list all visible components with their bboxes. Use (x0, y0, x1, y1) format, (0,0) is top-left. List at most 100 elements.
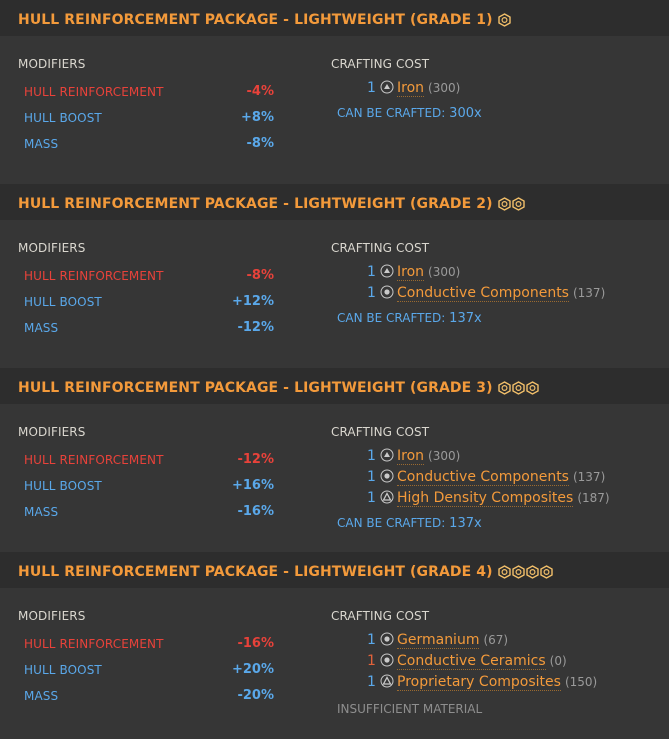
crafting-cost-heading: CRAFTING COST (331, 425, 430, 439)
blueprint-header[interactable]: HULL REINFORCEMENT PACKAGE - LIGHTWEIGHT… (0, 368, 669, 404)
modifier-value: -16% (237, 636, 274, 651)
modifier-value: +16% (231, 478, 274, 493)
grade-icon (525, 565, 539, 583)
modifier-name: HULL BOOST (24, 111, 102, 125)
blueprint-header[interactable]: HULL REINFORCEMENT PACKAGE - LIGHTWEIGHT… (0, 184, 669, 220)
raw-material-icon (380, 80, 394, 94)
craft-count: 300x (449, 106, 482, 121)
grade-icon (511, 381, 525, 399)
cost-row: 1 High Density Composites (187) (367, 490, 610, 507)
cost-row: 1 Conductive Components (137) (367, 469, 606, 486)
crafting-cost-heading: CRAFTING COST (331, 609, 430, 623)
blueprint-header[interactable]: HULL REINFORCEMENT PACKAGE - LIGHTWEIGHT… (0, 552, 669, 588)
cost-quantity: 1 (367, 632, 376, 648)
grade-icons (497, 565, 554, 583)
manufactured-material-icon (380, 653, 394, 667)
blueprint-title-text: HULL REINFORCEMENT PACKAGE - LIGHTWEIGHT… (18, 196, 493, 212)
material-link[interactable]: Conductive Ceramics (397, 653, 546, 670)
material-link[interactable]: Iron (397, 448, 425, 465)
grade-icons (497, 381, 540, 399)
craft-count: 137x (449, 311, 482, 326)
cost-row: 1 Conductive Components (137) (367, 285, 606, 302)
raw-material-icon (380, 448, 394, 462)
crafting-cost-heading: CRAFTING COST (331, 57, 430, 71)
grade-icon (539, 565, 553, 583)
material-link[interactable]: Proprietary Composites (397, 674, 561, 691)
manufactured-material-icon (380, 469, 394, 483)
grade-icons (497, 13, 512, 31)
can-be-crafted-label: CAN BE CRAFTED: (337, 311, 446, 325)
modifier-value: -8% (246, 268, 274, 283)
material-stock: (300) (428, 449, 461, 463)
material-link[interactable]: Iron (397, 264, 425, 281)
manufactured-material-icon (380, 632, 394, 646)
raw-material-icon (380, 264, 394, 278)
grade-icon (511, 565, 525, 583)
grade-icons (497, 197, 526, 215)
cost-row: 1 Iron (300) (367, 80, 461, 97)
craft-count: 137x (449, 516, 482, 531)
cost-quantity: 1 (367, 653, 376, 669)
modifier-value: -12% (237, 452, 274, 467)
blueprint-card: HULL REINFORCEMENT PACKAGE - LIGHTWEIGHT… (0, 552, 669, 739)
blueprint-title: HULL REINFORCEMENT PACKAGE - LIGHTWEIGHT… (18, 564, 554, 583)
crafting-cost-heading: CRAFTING COST (331, 241, 430, 255)
encoded-material-icon (380, 490, 394, 504)
modifier-name: HULL REINFORCEMENT (24, 637, 164, 651)
blueprint-title-text: HULL REINFORCEMENT PACKAGE - LIGHTWEIGHT… (18, 380, 493, 396)
modifiers-heading: MODIFIERS (18, 425, 86, 439)
modifiers-heading: MODIFIERS (18, 241, 86, 255)
blueprint-title-text: HULL REINFORCEMENT PACKAGE - LIGHTWEIGHT… (18, 564, 493, 580)
cost-quantity: 1 (367, 490, 376, 506)
blueprint-body: MODIFIERS CRAFTING COST HULL REINFORCEMENT… (0, 588, 669, 739)
blueprint-card: HULL REINFORCEMENT PACKAGE - LIGHTWEIGHT… (0, 0, 669, 184)
modifier-name: HULL BOOST (24, 295, 102, 309)
modifiers-heading: MODIFIERS (18, 57, 86, 71)
cost-row: 1 Iron (300) (367, 448, 461, 465)
cost-quantity: 1 (367, 264, 376, 280)
grade-icon (497, 13, 511, 31)
cost-row: 1 Conductive Ceramics (0) (367, 653, 567, 670)
can-be-crafted: CAN BE CRAFTED: 137x (337, 516, 482, 531)
grade-icon (497, 565, 511, 583)
material-stock: (137) (572, 470, 606, 484)
modifier-name: MASS (24, 137, 59, 151)
modifier-value: -20% (237, 688, 274, 703)
cost-row: 1 Germanium (67) (367, 632, 508, 649)
blueprint-title: HULL REINFORCEMENT PACKAGE - LIGHTWEIGHT… (18, 196, 526, 215)
grade-icon (497, 381, 511, 399)
material-link[interactable]: High Density Composites (397, 490, 574, 507)
can-be-crafted: CAN BE CRAFTED: 300x (337, 106, 482, 121)
grade-icon (525, 381, 539, 399)
blueprint-body: MODIFIERS CRAFTING COST HULL REINFORCEMENT… (0, 220, 669, 368)
blueprint-body: MODIFIERS CRAFTING COST HULL REINFORCEMENT… (0, 404, 669, 552)
modifier-name: HULL REINFORCEMENT (24, 85, 164, 99)
cost-quantity: 1 (367, 80, 376, 96)
material-stock: (137) (572, 286, 606, 300)
cost-quantity: 1 (367, 285, 376, 301)
material-stock: (300) (428, 81, 461, 95)
blueprint-title: HULL REINFORCEMENT PACKAGE - LIGHTWEIGHT… (18, 12, 512, 31)
modifier-value: +12% (231, 294, 274, 309)
material-stock: (300) (428, 265, 461, 279)
modifier-value: -16% (237, 504, 274, 519)
cost-row: 1 Proprietary Composites (150) (367, 674, 598, 691)
modifier-value: +20% (231, 662, 274, 677)
blueprint-card: HULL REINFORCEMENT PACKAGE - LIGHTWEIGHT… (0, 368, 669, 552)
cost-quantity: 1 (367, 469, 376, 485)
material-link[interactable]: Conductive Components (397, 285, 569, 302)
modifier-name: MASS (24, 321, 59, 335)
modifier-name: HULL BOOST (24, 479, 102, 493)
material-link[interactable]: Germanium (397, 632, 480, 649)
material-stock: (187) (577, 491, 610, 505)
encoded-material-icon (380, 674, 394, 688)
cost-quantity: 1 (367, 674, 376, 690)
modifier-value: -12% (237, 320, 274, 335)
material-link[interactable]: Conductive Components (397, 469, 569, 486)
material-stock: (150) (564, 675, 598, 689)
material-link[interactable]: Iron (397, 80, 425, 97)
blueprint-header[interactable]: HULL REINFORCEMENT PACKAGE - LIGHTWEIGHT… (0, 0, 669, 36)
modifier-value: -4% (246, 84, 274, 99)
blueprint-card: HULL REINFORCEMENT PACKAGE - LIGHTWEIGHT… (0, 184, 669, 368)
